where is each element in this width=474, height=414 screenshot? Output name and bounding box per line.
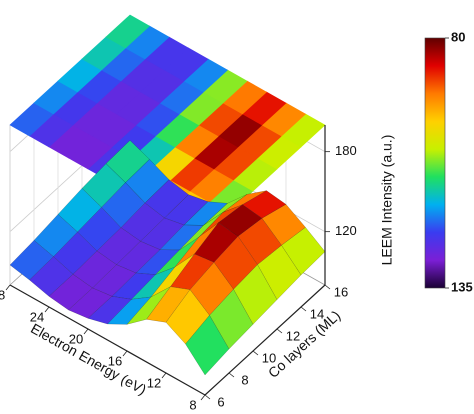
x-tick-label: 24: [30, 309, 44, 324]
z-tick-label: 120: [335, 223, 357, 238]
y-tick-label: 6: [217, 394, 224, 409]
x-tick-label: 16: [108, 353, 122, 368]
x-tick-label: 20: [69, 331, 83, 346]
z-tick-label: 180: [335, 143, 357, 158]
y-axis-line: [204, 284, 326, 396]
surface-cell: [257, 244, 302, 301]
surface-cell: [185, 314, 230, 376]
x-tick-label: 8: [189, 397, 196, 412]
y-tick: [252, 350, 259, 356]
y-tick: [324, 284, 331, 290]
contour-cell: [105, 14, 151, 49]
surface-cell: [233, 264, 278, 325]
y-tick-label: 10: [262, 350, 276, 365]
y-tick-label: 8: [241, 372, 248, 387]
surface-cell: [164, 194, 209, 226]
surface-cell: [81, 163, 126, 208]
y-tick: [228, 372, 235, 378]
surface-cell: [165, 289, 210, 345]
surface-cell: [9, 239, 54, 281]
y-tick: [300, 306, 307, 312]
x-tick-label: 12: [147, 375, 161, 390]
x-tick: [5, 284, 11, 291]
y-axis-label: Co layers (ML): [265, 307, 343, 381]
x-tick: [44, 306, 50, 313]
x-tick: [122, 350, 128, 357]
z-axis-label: LEEM Intensity (a.u.): [379, 135, 395, 266]
x-axis-line: [9, 284, 206, 396]
surface-cell: [281, 226, 326, 276]
colorbar-tick-label: 135: [451, 279, 473, 294]
surface-cell: [126, 286, 171, 325]
x-tick: [83, 328, 89, 335]
surface-cell: [53, 231, 98, 275]
y-tick-label: 14: [310, 306, 324, 321]
x-tick: [161, 372, 167, 379]
y-tick-label: 16: [334, 284, 348, 299]
y-tick: [204, 394, 211, 400]
surface-cell: [146, 286, 191, 323]
surface-cell: [92, 264, 137, 297]
y-tick: [276, 328, 283, 334]
surface-cell: [77, 206, 122, 252]
y-tick-label: 12: [286, 328, 300, 343]
x-tick: [200, 394, 206, 401]
surface-cell: [125, 158, 170, 204]
colorbar: [424, 37, 446, 289]
x-tick-label: 28: [0, 287, 5, 302]
x-axis-label: Electron Energy (eV): [28, 320, 149, 398]
surface-cell: [72, 250, 117, 289]
colorbar-tick-label: 80: [451, 29, 465, 44]
